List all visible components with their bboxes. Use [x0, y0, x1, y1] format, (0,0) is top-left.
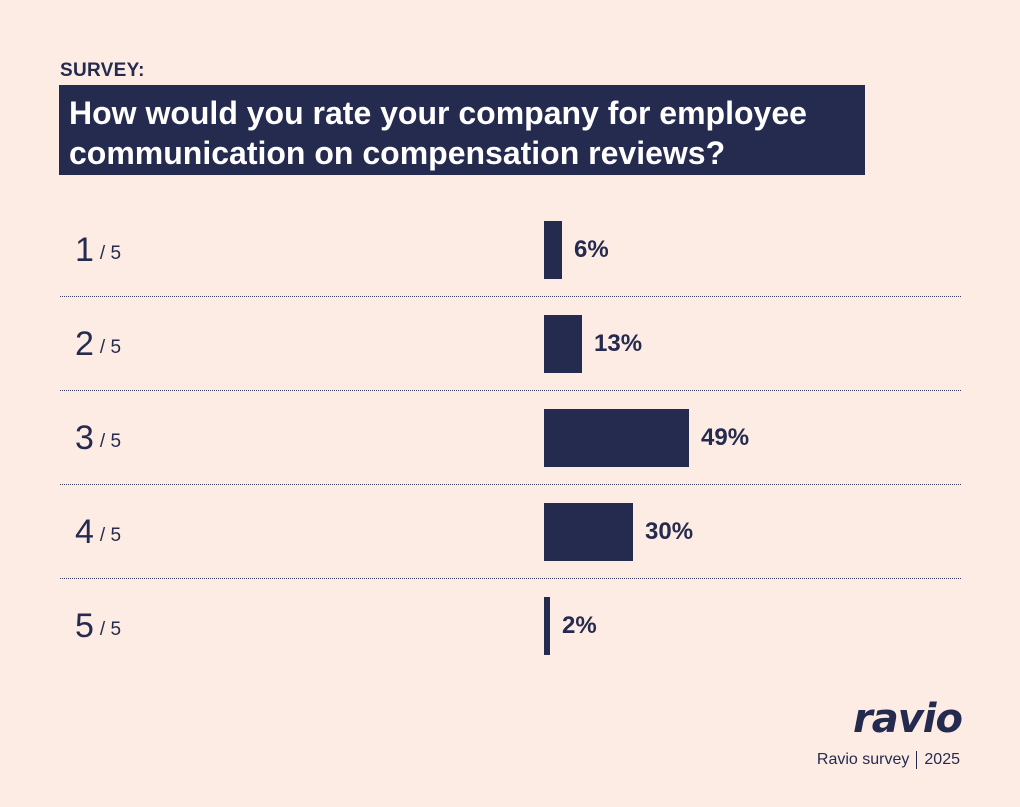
category-number: 4	[75, 512, 94, 551]
bar	[544, 597, 550, 655]
category-number: 5	[75, 606, 94, 645]
footer-divider	[916, 751, 918, 769]
row-divider	[60, 296, 961, 297]
chart-row: 5/ 5 2%	[60, 579, 961, 673]
value-label: 30%	[645, 518, 694, 545]
bar	[544, 315, 582, 373]
question-line-1: How would you rate your company for empl…	[69, 95, 807, 131]
value-label: 2%	[562, 612, 597, 639]
survey-kicker: SURVEY:	[60, 60, 145, 81]
footer: Ravio survey 2025	[817, 751, 960, 769]
chart-row: 4/ 5 30%	[60, 485, 961, 579]
category-number: 1	[75, 230, 94, 269]
footer-year: 2025	[924, 751, 960, 768]
bar	[544, 409, 689, 467]
bar	[544, 503, 633, 561]
chart-row: 3/ 5 49%	[60, 391, 961, 485]
category-number: 3	[75, 418, 94, 457]
chart-row: 1/ 5 6%	[60, 203, 961, 297]
brand-logo: ravio	[853, 696, 963, 742]
footer-source: Ravio survey	[816, 751, 910, 768]
category-label: 3/ 5	[75, 391, 121, 485]
row-divider	[60, 578, 961, 579]
category-label: 2/ 5	[75, 297, 121, 391]
category-denominator: / 5	[99, 619, 122, 640]
bar	[544, 221, 562, 279]
category-label: 1/ 5	[75, 203, 121, 297]
chart-row: 2/ 5 13%	[60, 297, 961, 391]
category-denominator: / 5	[99, 431, 122, 452]
category-number: 2	[75, 324, 94, 363]
row-divider	[60, 390, 961, 391]
value-label: 13%	[594, 330, 643, 357]
row-divider	[60, 484, 961, 485]
question-line-2: communication on compensation reviews?	[69, 135, 726, 171]
question-box: How would you rate your company for empl…	[59, 85, 865, 175]
value-label: 6%	[574, 236, 609, 263]
category-denominator: / 5	[99, 243, 122, 264]
value-label: 49%	[701, 424, 750, 451]
category-denominator: / 5	[99, 525, 122, 546]
category-label: 4/ 5	[75, 485, 121, 579]
category-label: 5/ 5	[75, 579, 121, 673]
category-denominator: / 5	[99, 337, 122, 358]
